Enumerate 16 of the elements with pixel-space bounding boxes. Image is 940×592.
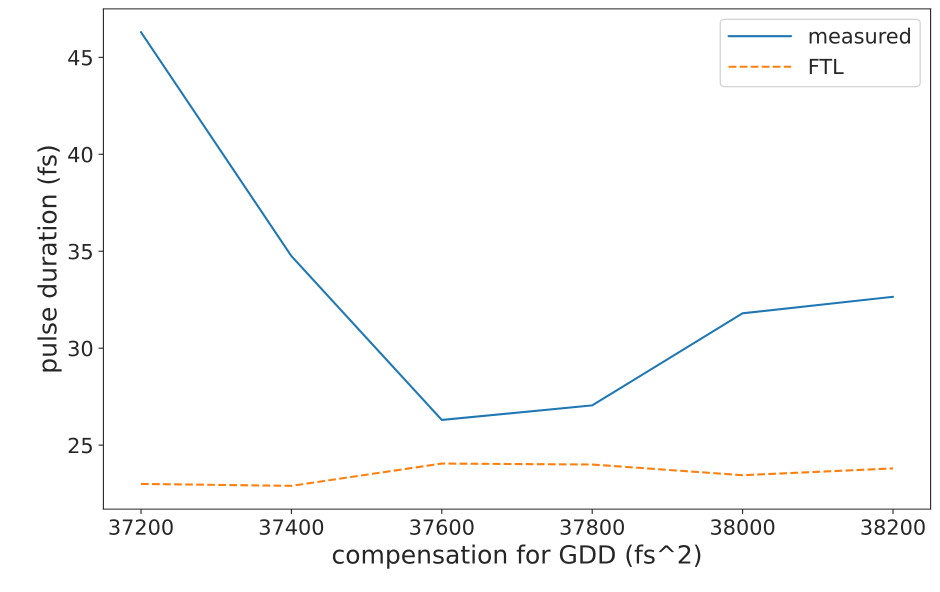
x-tick-label: 38000: [711, 519, 774, 535]
y-tick-label: 30: [68, 340, 92, 356]
x-axis-title: compensation for GDD (fs^2): [332, 544, 700, 569]
y-tick-label: 25: [68, 438, 92, 454]
x-tick-label: 38200: [861, 519, 925, 535]
x-tick-label: 37600: [410, 519, 474, 535]
y-tick-label: 35: [68, 244, 92, 260]
legend-label: measured: [810, 28, 910, 44]
x-tick-label: 37200: [109, 519, 173, 535]
y-tick-label: 40: [68, 146, 92, 163]
x-tick-label: 37800: [560, 519, 624, 535]
legend-label: FTL: [810, 58, 844, 74]
y-tick-label: 45: [68, 50, 92, 66]
line-series: [140, 462, 894, 487]
x-tick-label: 37400: [260, 519, 324, 535]
y-axis-title: pulse duration (fs): [37, 146, 62, 372]
